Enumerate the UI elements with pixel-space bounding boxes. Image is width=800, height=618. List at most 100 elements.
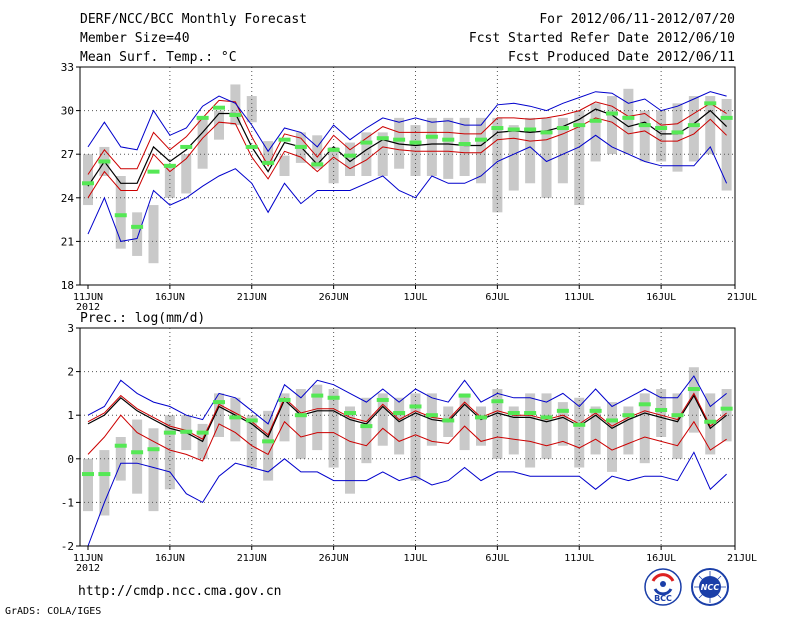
header-member-size: Member Size=40: [80, 31, 190, 46]
precip-median-mark: [376, 397, 389, 402]
temp-median-mark: [393, 137, 406, 142]
temp-spread-box: [83, 154, 93, 206]
temp-median-mark: [671, 130, 684, 135]
precip-gridlines: [80, 328, 735, 546]
temperature-spread-boxes: [83, 84, 732, 264]
precip-spread-box: [607, 402, 617, 472]
temp-xtick-label: 6JUL: [485, 292, 509, 303]
precip-median-mark: [213, 400, 225, 405]
precip-median-mark: [262, 439, 275, 444]
precip-upper-band-line: [87, 392, 727, 440]
temp-ytick-label: 27: [61, 148, 74, 161]
source-url[interactable]: http://cmdp.ncc.cma.gov.cn: [78, 584, 282, 599]
precip-spread-box: [590, 406, 601, 455]
precip-median-mark: [573, 422, 586, 427]
precip-median-mark: [442, 418, 455, 423]
temp-spread-box: [672, 103, 683, 172]
precip-median-mark: [556, 408, 569, 413]
precip-median-mark: [327, 395, 340, 400]
temp-xtick-label: 16JUN: [155, 292, 185, 303]
temp-spread-box: [312, 135, 323, 169]
temp-xtick-label: 11JUL: [564, 292, 594, 303]
precip-lower-band-line: [87, 414, 727, 462]
header-period: For 2012/06/11-2012/07/20: [539, 12, 735, 27]
precip-xtick-label: 6JUL: [485, 553, 509, 564]
precip-spread-box: [148, 428, 159, 512]
precip-median-mark: [425, 413, 438, 418]
temp-spread-box: [377, 132, 388, 176]
temp-xtick-label: 11JUN: [73, 292, 103, 303]
precip-spread-box: [246, 415, 257, 468]
precip-xtick-label: 11JUL: [564, 553, 594, 564]
temp-median-mark: [425, 134, 438, 139]
temp-spread-box: [246, 96, 257, 123]
temp-mean-line: [87, 108, 728, 187]
temp-median-mark: [229, 112, 242, 117]
precip-xtick-label: 16JUL: [646, 553, 676, 564]
precip-ytick-label: 1: [67, 409, 74, 422]
temp-median-mark: [327, 147, 340, 152]
temp-lower-envelope-line: [87, 134, 728, 242]
precip-spread-box: [295, 389, 306, 459]
precip-median-mark: [704, 419, 717, 424]
temp-spread-box: [164, 165, 175, 198]
precip-median-mark: [196, 430, 209, 435]
temp-spread-box: [459, 117, 470, 176]
precip-xtick-label: 1JUL: [403, 553, 427, 564]
header-title: DERF/NCC/BCC Monthly Forecast: [80, 12, 307, 27]
precip-median-mark: [622, 413, 635, 418]
precip-xtick-label: 26JUN: [319, 553, 349, 564]
precip-median-marks: [82, 387, 733, 477]
precip-year-label: 2012: [76, 563, 100, 574]
temp-spread-box: [541, 117, 552, 198]
precip-median-mark: [131, 450, 144, 455]
temp-spread-box: [476, 117, 486, 184]
precip-axes: -2 -1 0 1 2 3 11JUN 16JUN 21JUN 26JUN 1JUL 6JUL 11JU…: [61, 322, 757, 574]
temp-spread-box: [443, 117, 454, 179]
temperature-frame: [79, 66, 736, 286]
precip-median-mark: [507, 411, 520, 416]
temp-median-mark: [196, 115, 209, 120]
temp-spread-box: [557, 117, 568, 184]
temp-spread-box: [328, 146, 339, 184]
precip-panel-title: Prec.: log(mm/d): [80, 311, 205, 326]
temp-median-mark: [507, 127, 520, 132]
temp-median-mark: [556, 126, 569, 131]
temp-median-mark: [491, 126, 504, 131]
temp-ytick-label: 18: [61, 279, 74, 292]
precip-median-mark: [524, 411, 537, 416]
precip-spread-box: [361, 397, 372, 464]
bcc-logo-text: BCC: [654, 594, 672, 603]
temp-median-mark: [720, 115, 733, 120]
precip-spread-box: [214, 393, 224, 437]
precip-median-mark: [229, 415, 242, 420]
precip-spread-box: [230, 397, 241, 442]
temp-median-mark: [458, 142, 471, 147]
temp-spread-box: [426, 117, 437, 176]
temp-spread-box: [721, 98, 732, 191]
precip-ytick-label: 2: [67, 366, 74, 379]
precip-median-mark: [671, 413, 684, 418]
temp-median-mark: [704, 101, 717, 106]
temp-spread-box: [115, 176, 126, 249]
precip-mean-line: [87, 394, 727, 443]
temp-median-mark: [131, 224, 144, 229]
temp-spread-box: [361, 132, 372, 176]
precip-median-mark: [393, 411, 406, 416]
temp-median-mark: [114, 213, 127, 218]
temp-xtick-label: 1JUL: [403, 292, 427, 303]
temp-spread-box: [508, 125, 519, 191]
precip-xtick-label: 16JUN: [155, 553, 185, 564]
precip-xtick-label: 11JUN: [73, 553, 103, 564]
precip-spread-box: [459, 393, 470, 451]
precip-lines: [87, 375, 727, 547]
temp-median-mark: [376, 136, 389, 141]
precip-upper-envelope-line: [87, 375, 727, 425]
precip-spread-box: [557, 402, 568, 446]
precip-median-mark: [163, 430, 176, 435]
precip-spread-box: [508, 406, 519, 455]
temp-median-mark: [163, 163, 176, 168]
temp-xtick-label: 26JUN: [319, 292, 349, 303]
temp-ytick-label: 30: [61, 105, 74, 118]
